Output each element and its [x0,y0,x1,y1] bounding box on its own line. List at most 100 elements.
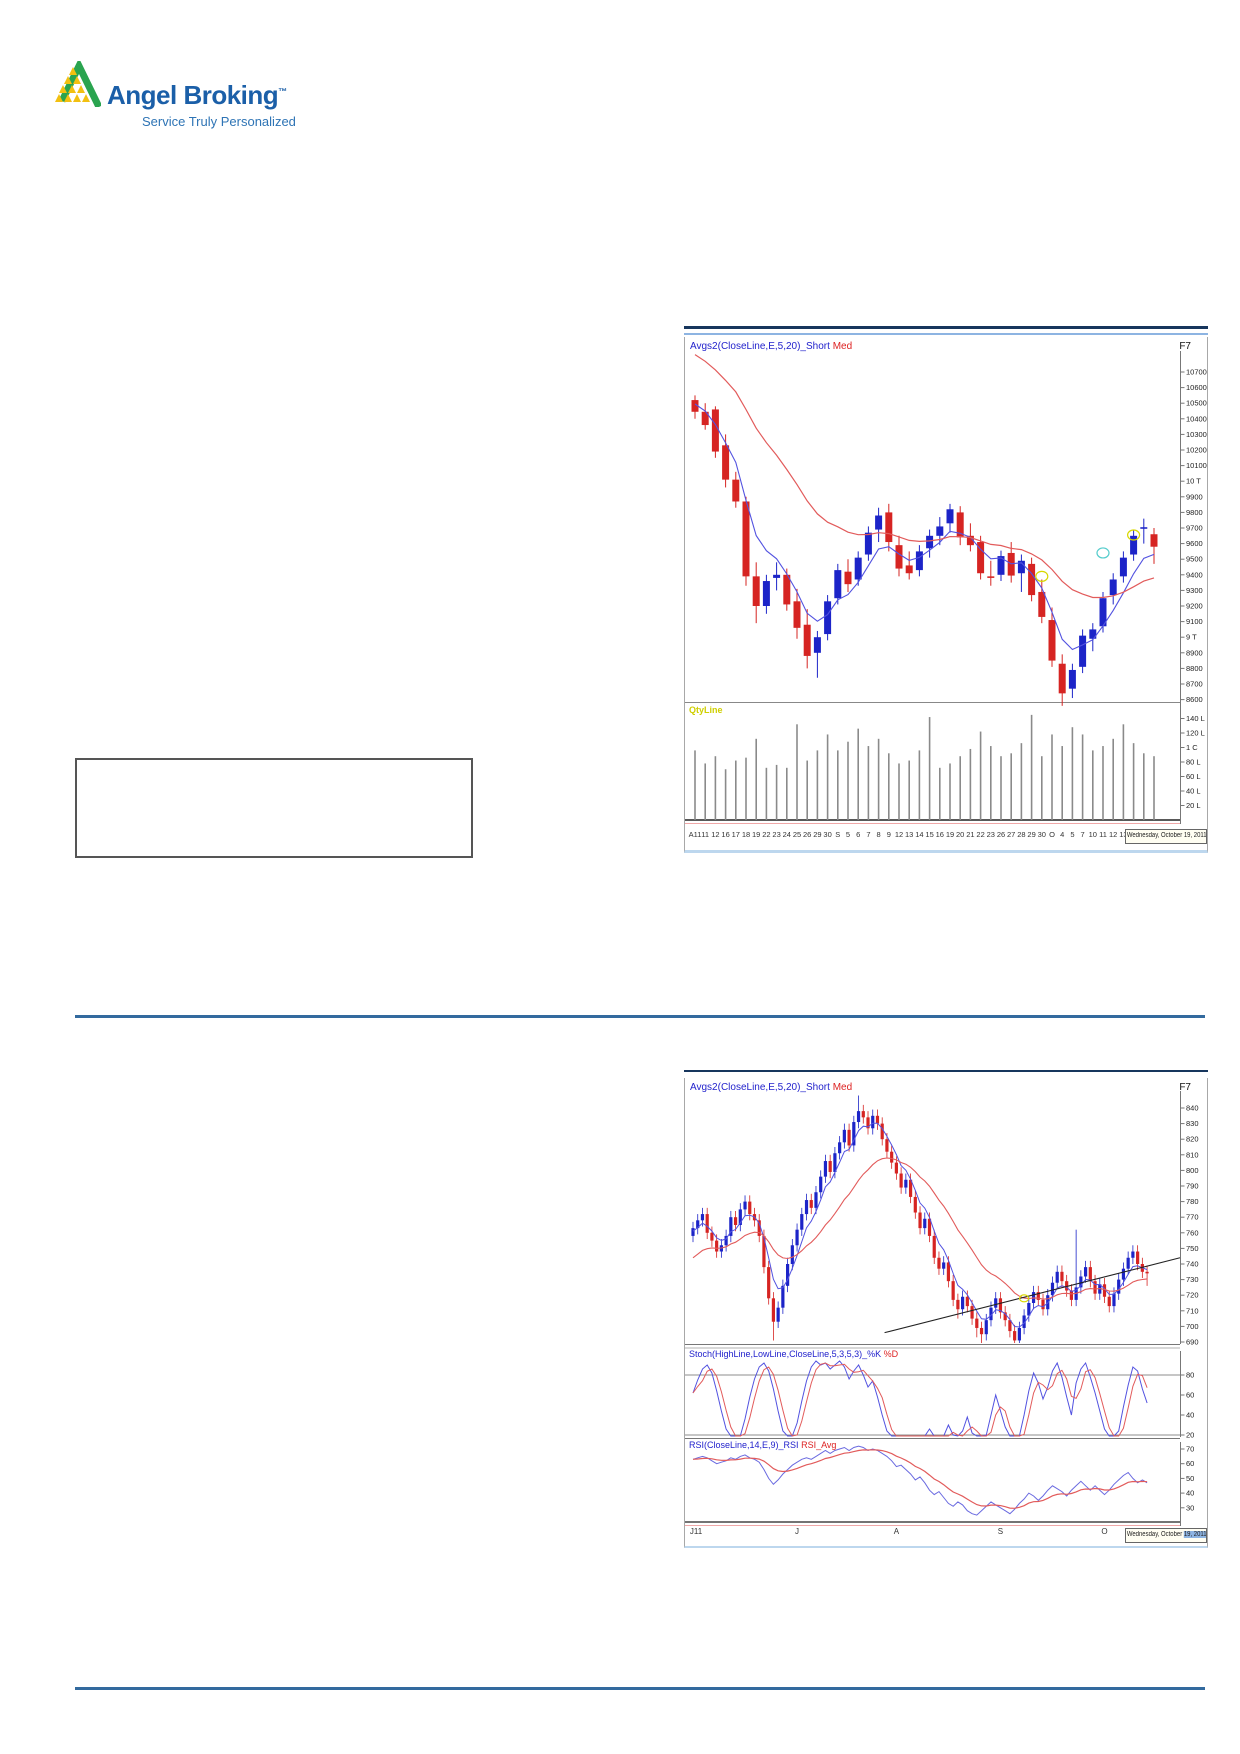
svg-text:690: 690 [1186,1338,1199,1347]
chart1-top-rule-light [684,333,1208,335]
svg-text:830: 830 [1186,1119,1199,1128]
chart1-plot: 10700 10600 10500 10400 10300 10200 10100 10 T 9… [685,351,1207,839]
svg-text:9400: 9400 [1186,570,1203,579]
svg-text:21: 21 [966,830,974,839]
svg-text:9200: 9200 [1186,602,1203,611]
svg-text:770: 770 [1186,1213,1199,1222]
svg-text:J: J [795,1527,799,1536]
brand-logo: Angel Broking™ Service Truly Personalize… [55,58,335,142]
svg-text:50: 50 [1186,1474,1194,1483]
svg-text:24: 24 [783,830,791,839]
chart1-date-box: Wednesday, October 19, 2011 [1125,829,1207,844]
empty-note-box [75,758,473,858]
chart1-index-daily: 10700 10600 10500 10400 10300 10200 10100 10 T 9… [684,326,1208,853]
svg-text:9700: 9700 [1186,524,1203,533]
svg-text:790: 790 [1186,1182,1199,1191]
svg-text:80 L: 80 L [1186,758,1201,767]
svg-text:19: 19 [752,830,760,839]
svg-text:7: 7 [1081,830,1085,839]
svg-text:60: 60 [1186,1459,1194,1468]
svg-text:27: 27 [1007,830,1015,839]
svg-text:30: 30 [823,830,831,839]
svg-text:28: 28 [1017,830,1025,839]
svg-text:10400: 10400 [1186,414,1207,423]
svg-text:780: 780 [1186,1197,1199,1206]
chart2-stoch-label: Stoch(HighLine,LowLine,CloseLine,5,3,5,3… [689,1349,899,1359]
svg-text:22: 22 [976,830,984,839]
svg-text:10700: 10700 [1186,368,1207,377]
svg-text:10500: 10500 [1186,399,1207,408]
svg-text:750: 750 [1186,1244,1199,1253]
svg-text:740: 740 [1186,1260,1199,1269]
brand-name: Angel Broking™ [107,80,287,110]
svg-text:O: O [1049,830,1055,839]
svg-text:9 T: 9 T [1186,633,1197,642]
chart1-frame: 10700 10600 10500 10400 10300 10200 10100 10 T 9… [684,337,1208,853]
brand-tagline: Service Truly Personalized [142,114,296,129]
svg-text:8700: 8700 [1186,680,1203,689]
svg-text:12: 12 [711,830,719,839]
svg-text:13: 13 [905,830,913,839]
svg-text:40: 40 [1186,1489,1194,1498]
svg-text:810: 810 [1186,1150,1199,1159]
svg-text:O: O [1101,1527,1107,1536]
svg-text:16: 16 [721,830,729,839]
svg-text:S: S [998,1527,1003,1536]
svg-text:23: 23 [772,830,780,839]
svg-text:10: 10 [1089,830,1097,839]
svg-text:10 T: 10 T [1186,477,1201,486]
chart2-frame: 840 830 820 810 800 790 780 770 760 750 740 730 720 7… [684,1078,1208,1548]
svg-text:800: 800 [1186,1166,1199,1175]
svg-text:7: 7 [866,830,870,839]
svg-text:700: 700 [1186,1322,1199,1331]
svg-text:19: 19 [946,830,954,839]
svg-text:4: 4 [1060,830,1064,839]
chart1-fkey-label: F7 [1179,341,1191,352]
svg-text:17: 17 [732,830,740,839]
chart2-date-box: Wednesday, October 19, 2011 [1125,1528,1207,1543]
chart1-top-rule [684,326,1208,329]
footer-rule [75,1687,1205,1690]
svg-text:29: 29 [813,830,821,839]
svg-text:10300: 10300 [1186,430,1207,439]
svg-text:S: S [835,830,840,839]
svg-text:1 C: 1 C [1186,743,1198,752]
svg-text:10200: 10200 [1186,446,1207,455]
svg-text:5: 5 [846,830,850,839]
chart1-volume-label: QtyLine [689,705,723,715]
svg-text:11: 11 [1099,830,1107,839]
svg-text:30: 30 [1186,1503,1194,1512]
svg-text:70: 70 [1186,1445,1194,1454]
chart1-indicator-label: Avgs2(CloseLine,E,5,20)_Short Med [690,341,853,352]
svg-text:40: 40 [1186,1411,1194,1420]
trademark-symbol: ™ [278,86,287,97]
svg-text:9100: 9100 [1186,617,1203,626]
svg-text:9500: 9500 [1186,555,1203,564]
chart2-fkey-label: F7 [1179,1082,1191,1093]
svg-text:60: 60 [1186,1391,1194,1400]
svg-text:12: 12 [1109,830,1117,839]
svg-text:140 L: 140 L [1186,714,1205,723]
svg-text:840: 840 [1186,1104,1199,1113]
svg-text:8600: 8600 [1186,695,1203,704]
svg-text:26: 26 [997,830,1005,839]
section-divider-rule [75,1015,1205,1018]
svg-text:6: 6 [856,830,860,839]
svg-text:9600: 9600 [1186,539,1203,548]
svg-text:A: A [894,1527,900,1536]
svg-text:8900: 8900 [1186,648,1203,657]
chart2-stock-daily: 840 830 820 810 800 790 780 770 760 750 740 730 720 7… [684,1070,1208,1548]
chart2-top-rule [684,1070,1208,1072]
svg-text:760: 760 [1186,1228,1199,1237]
angel-broking-logo-icon [55,61,101,107]
svg-text:8: 8 [877,830,881,839]
svg-text:12: 12 [895,830,903,839]
svg-text:20 L: 20 L [1186,801,1201,810]
svg-text:18: 18 [742,830,750,839]
svg-text:8800: 8800 [1186,664,1203,673]
svg-text:14: 14 [915,830,923,839]
svg-text:16: 16 [936,830,944,839]
chart2-indicator-label: Avgs2(CloseLine,E,5,20)_Short Med [690,1082,853,1093]
svg-text:9: 9 [887,830,891,839]
